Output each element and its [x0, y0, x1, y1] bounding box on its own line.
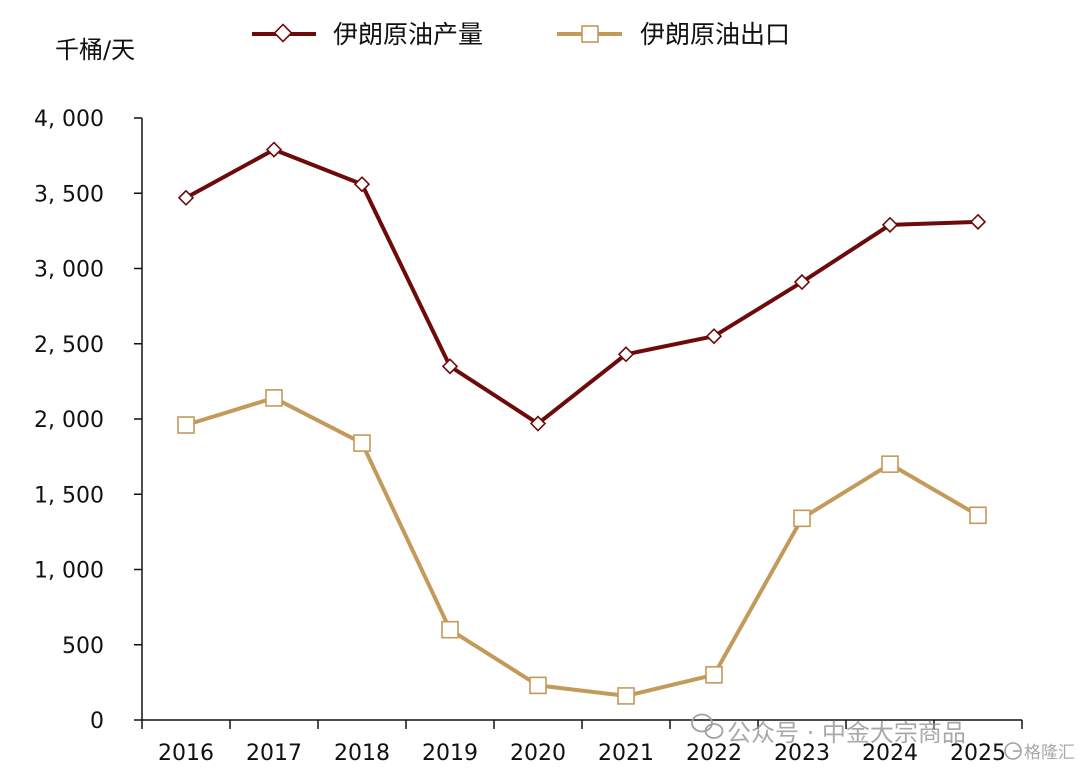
data-point-production [353, 176, 371, 193]
x-tick-label: 2016 [158, 741, 214, 766]
wechat-icon [691, 713, 724, 739]
x-tick-label: 2024 [862, 741, 918, 766]
series-line-1 [184, 395, 980, 698]
legend: 伊朗原油产量 伊朗原油出口 [252, 20, 790, 49]
data-point-production [529, 415, 547, 432]
x-tick-label: 2017 [246, 741, 302, 766]
data-point-export [177, 416, 195, 434]
data-point-production [705, 328, 723, 345]
y-tick-label: 1, 000 [34, 559, 104, 584]
y-axis-unit-label: 千桶/天 [55, 36, 135, 64]
data-point-production [177, 189, 195, 206]
data-point-export [353, 434, 371, 452]
legend-marker-export [581, 25, 599, 43]
data-point-export [441, 620, 459, 639]
legend-label-production: 伊朗原油产量 [333, 20, 483, 49]
x-tick-label: 2022 [686, 741, 742, 766]
x-tick-label: 2021 [598, 741, 654, 766]
data-point-export [881, 455, 899, 473]
watermark: 公众号 · 中金大宗商品 格隆汇 [691, 713, 1075, 763]
y-tick-label: 2, 000 [34, 408, 104, 433]
data-point-export [969, 506, 987, 525]
x-tick-label: 2020 [510, 741, 566, 766]
corner-logo-icon [1004, 742, 1022, 760]
y-tick-label: 0 [90, 709, 104, 734]
x-ticks: 2016 2017 2018 2019 2020 2021 2022 2023 2024 2025 [141, 720, 1023, 766]
data-point-production [881, 216, 899, 233]
data-point-production [441, 358, 459, 375]
series-layer [177, 141, 987, 705]
y-ticks: 0 500 1, 000 1, 500 2, 000 2, 500 3, 000 3, 500… [34, 107, 142, 734]
data-point-production [969, 213, 987, 230]
y-tick-label: 3, 000 [34, 258, 104, 283]
data-point-production [265, 141, 283, 158]
data-point-production [617, 346, 635, 363]
y-tick-label: 4, 000 [34, 107, 104, 132]
data-point-export [529, 676, 547, 695]
axes [141, 118, 1022, 721]
x-tick-label: 2019 [422, 741, 478, 766]
data-point-export [265, 389, 283, 407]
y-tick-label: 2, 500 [34, 333, 104, 358]
y-tick-label: 1, 500 [34, 483, 104, 508]
watermark-text: 公众号 · 中金大宗商品 [727, 719, 966, 747]
x-tick-label: 2018 [334, 741, 390, 766]
legend-item-production: 伊朗原油产量 [252, 20, 483, 49]
legend-label-export: 伊朗原油出口 [640, 20, 790, 49]
corner-watermark-text: 格隆汇 [1024, 743, 1075, 763]
data-point-export [617, 687, 635, 705]
data-point-export [705, 666, 723, 684]
legend-item-export: 伊朗原油出口 [557, 20, 790, 49]
x-tick-label: 2023 [774, 741, 830, 766]
legend-marker-production [273, 23, 293, 43]
series-line-0 [184, 147, 980, 426]
data-point-production [793, 273, 811, 291]
y-tick-label: 3, 500 [34, 182, 104, 207]
data-point-export [793, 509, 811, 528]
y-tick-label: 500 [62, 634, 104, 659]
x-tick-label: 2025 [950, 741, 1006, 766]
